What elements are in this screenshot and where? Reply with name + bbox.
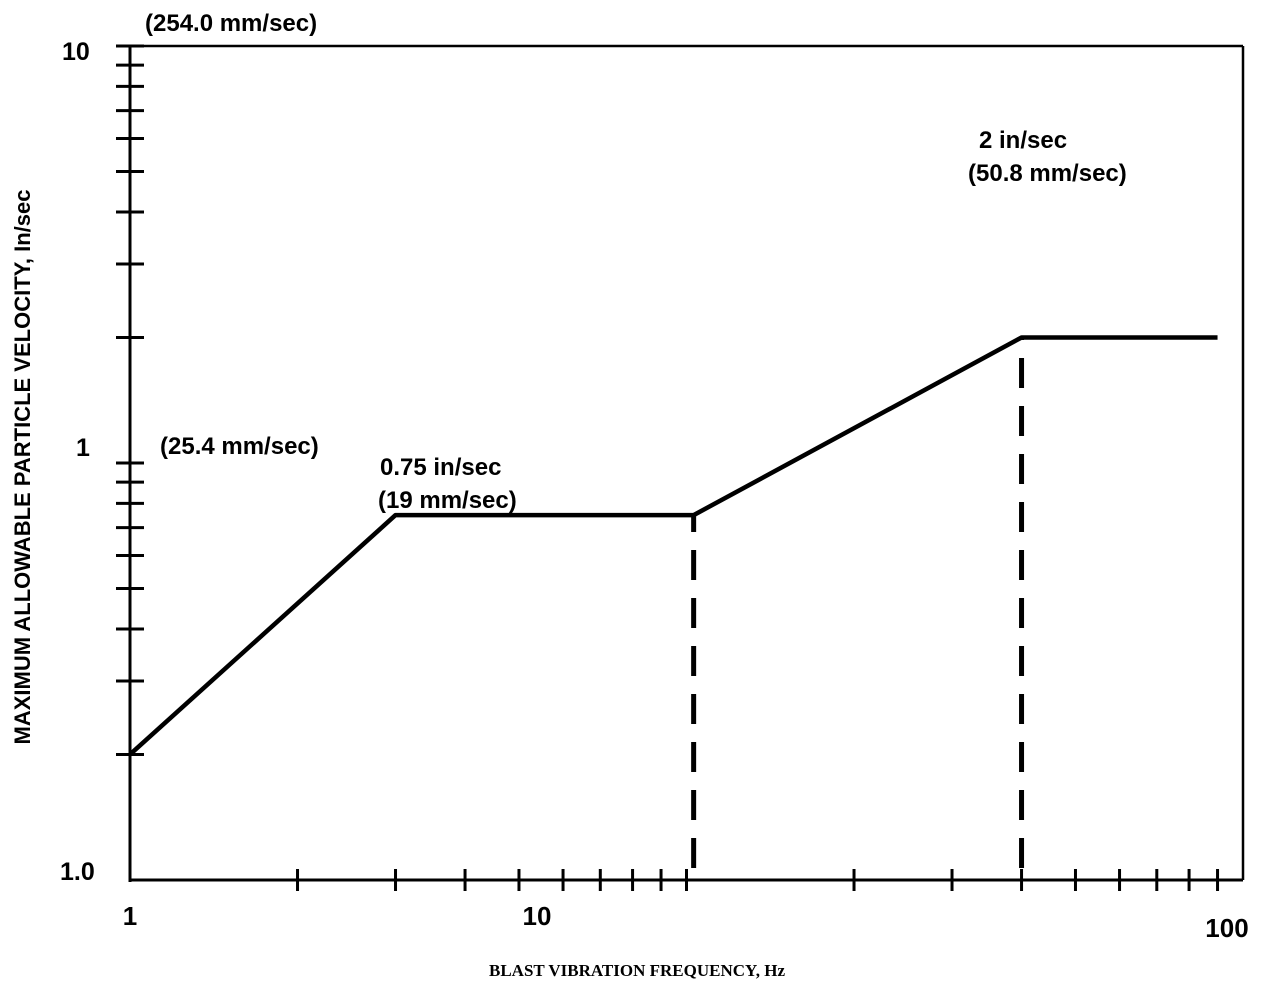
- annotation-high-a: 2 in/sec: [979, 127, 1067, 154]
- minor-ticks: [116, 63, 1220, 891]
- series-line: [128, 335, 1218, 757]
- x-tick-label-100: 100: [1205, 913, 1248, 943]
- x-tick-label-1: 1: [123, 901, 137, 931]
- x-axis-label: BLAST VIBRATION FREQUENCY, Hz: [489, 961, 785, 980]
- series: [128, 335, 1218, 757]
- axes: [116, 44, 1245, 891]
- annotation-one: (25.4 mm/sec): [160, 433, 319, 460]
- x-tick-label-10: 10: [523, 901, 552, 931]
- annotation-mid-b: (19 mm/sec): [378, 487, 517, 514]
- y-tick-label-mid: 1: [76, 434, 90, 462]
- y-tick-label-top: 10: [62, 38, 90, 66]
- annotation-high-b: (50.8 mm/sec): [968, 160, 1127, 187]
- y-axis-label: MAXIMUM ALLOWABLE PARTICLE VELOCITY, In/…: [10, 190, 35, 745]
- annotation-top: (254.0 mm/sec): [145, 10, 317, 37]
- y-tick-label-bottom: 1.0: [60, 858, 95, 886]
- annotation-mid-a: 0.75 in/sec: [380, 454, 501, 481]
- dashed-guides: [691, 337, 1025, 868]
